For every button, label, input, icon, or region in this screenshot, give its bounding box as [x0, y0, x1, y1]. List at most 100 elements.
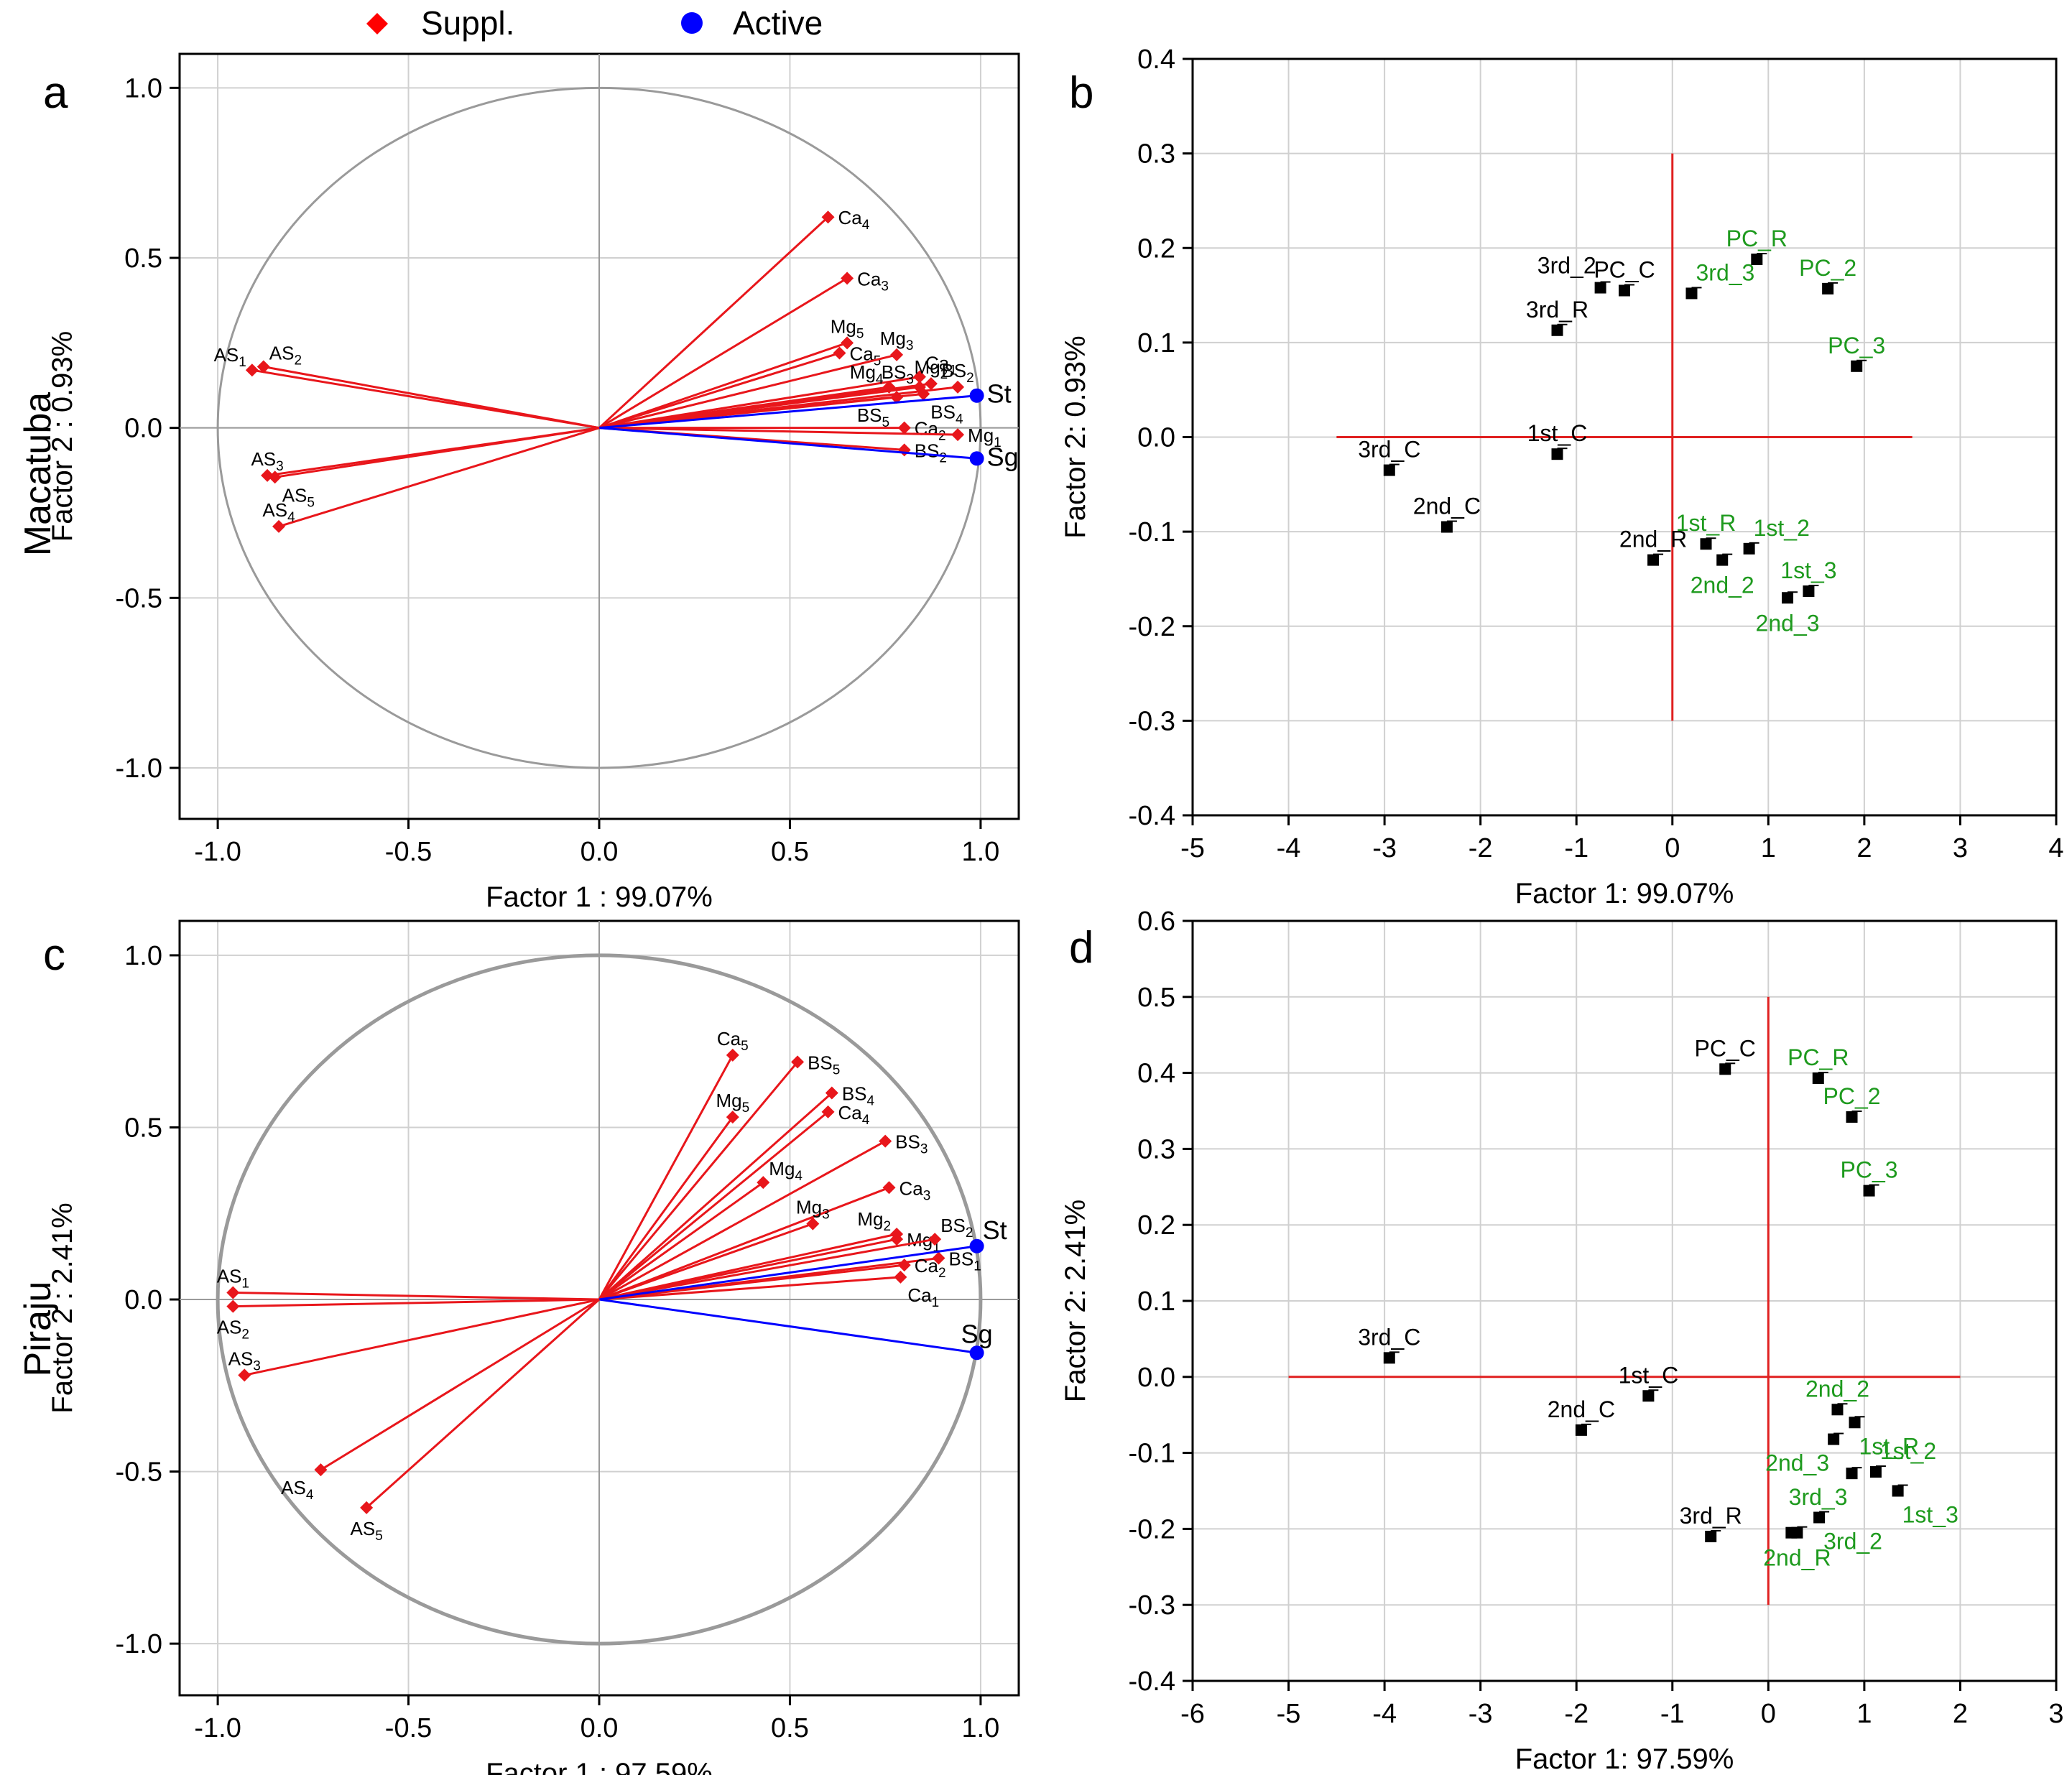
point-label-3rd_2: 3rd_2 — [1537, 253, 1596, 279]
x-tick-label: -1.0 — [194, 1713, 241, 1743]
vector-line-Mg5 — [598, 341, 848, 430]
unit-circle — [216, 86, 982, 769]
vector-point-Ca3 — [841, 272, 854, 285]
vector-label-Mg1: Mg1 — [968, 425, 1002, 450]
vector-line-BS5 — [598, 1061, 799, 1300]
y-tick-label: 0.0 — [124, 414, 162, 444]
point-PC_2 — [1846, 1111, 1858, 1123]
vector-point-Mg5 — [841, 336, 854, 350]
vector-point-BS5 — [890, 391, 904, 404]
x-tick-label: -1.0 — [194, 837, 241, 867]
vector-line-AS2 — [233, 1298, 600, 1308]
vector-point-Mg1 — [890, 1233, 904, 1246]
point-3rd_2 — [1813, 1511, 1826, 1524]
x-tick-label: -5 — [1277, 1699, 1301, 1729]
point-label-PC_3: PC_3 — [1841, 1157, 1898, 1183]
vector-line-AS3 — [244, 1298, 600, 1376]
vector-point-BS2 — [928, 1233, 942, 1246]
point-label-1st_R: 1st_R — [1676, 510, 1736, 536]
vector-line-Sg — [598, 427, 977, 460]
vector-label-Ca1: Ca1 — [925, 353, 957, 379]
vector-point-AS2 — [226, 1299, 240, 1313]
y-tick-label: 0.2 — [1137, 233, 1175, 264]
vector-label-BS2: BS2 — [940, 1215, 973, 1241]
vector-line-AS4 — [320, 1298, 600, 1471]
vector-label-BS3: BS3 — [895, 1131, 928, 1157]
x-tick-label: -1 — [1564, 833, 1588, 863]
x-tick-label: -4 — [1372, 1699, 1397, 1729]
vector-line-Ca3 — [598, 1186, 890, 1301]
y-tick-label: -0.1 — [1129, 517, 1175, 547]
point-label-2nd_3: 2nd_3 — [1765, 1450, 1829, 1476]
point-3rd_C — [1383, 464, 1395, 476]
panel-b: -5 -4 -3 -2 -1 0 1 2 3 4 -0.4 -0.3 -0.2 -0.1 0.0 0.1 0.2… — [1060, 45, 2064, 909]
vector-label-Mg2: Mg2 — [915, 356, 948, 382]
vector-label-St: St — [983, 1215, 1007, 1245]
x-tick-label: 0.5 — [771, 1713, 809, 1743]
point-label-PC_C: PC_C — [1594, 256, 1655, 282]
point-3rd_3 — [1846, 1468, 1858, 1480]
vector-point-AS2 — [256, 360, 270, 374]
y-tick-label: 0.5 — [124, 1113, 162, 1143]
point-1st_C — [1551, 448, 1563, 460]
legend-active-marker — [681, 12, 703, 34]
point-label-PC_2: PC_2 — [1799, 255, 1856, 281]
x-axis-title: Factor 1 : 97.59% — [486, 1758, 713, 1775]
vector-point-Ca4 — [821, 210, 835, 224]
vector-label-Mg5: Mg5 — [716, 1090, 749, 1116]
point-1st_3 — [1892, 1485, 1904, 1497]
vector-point-BS1 — [932, 1251, 945, 1265]
vector-line-AS5 — [366, 1298, 601, 1509]
y-tick-label: 0.2 — [1137, 1210, 1175, 1241]
vector-point-BS2 — [951, 380, 965, 394]
point-label-1st_2: 1st_2 — [1880, 1438, 1936, 1464]
x-tick-label: 1 — [1761, 833, 1776, 863]
point-PC_3 — [1863, 1185, 1875, 1197]
y-tick-label: -0.2 — [1129, 612, 1175, 642]
y-tick-label: -0.3 — [1129, 706, 1175, 736]
x-tick-label: -0.5 — [385, 837, 432, 867]
x-tick-label: -5 — [1180, 833, 1205, 863]
vector-point-BS4 — [917, 387, 930, 401]
vector-line-St — [598, 394, 977, 430]
point-PC_C — [1719, 1063, 1731, 1075]
vector-label-Mg3: Mg3 — [880, 328, 914, 353]
point-2nd_C — [1575, 1424, 1587, 1436]
point-label-2nd_C: 2nd_C — [1548, 1396, 1615, 1422]
vector-label-Ca4: Ca4 — [838, 1102, 870, 1128]
vector-label-Mg4: Mg4 — [769, 1158, 803, 1184]
y-tick-label: 0.5 — [1137, 983, 1175, 1013]
vector-label-BS4: BS4 — [930, 401, 963, 427]
vector-point-BS5 — [791, 1055, 805, 1069]
panel-c: -1.0 -0.5 0.0 0.5 1.0 -1.0 -0.5 0.0 0.5 1.0 Factor… — [17, 919, 1020, 1775]
point-label-3rd_R: 3rd_R — [1526, 297, 1588, 323]
point-label-2nd_2: 2nd_2 — [1691, 573, 1754, 598]
x-tick-label: -2 — [1469, 833, 1493, 863]
x-axis-title: Factor 1: 99.07% — [1515, 878, 1734, 909]
point-1st_R — [1700, 538, 1712, 550]
point-PC_R — [1751, 254, 1763, 266]
y-tick-label: -0.4 — [1129, 1667, 1175, 1697]
y-axis-title: Factor 2 : 2.41% — [47, 1202, 78, 1413]
point-label-3rd_R: 3rd_R — [1680, 1503, 1742, 1529]
vector-point-Sg — [969, 451, 984, 466]
panel-label-b: b — [1069, 68, 1093, 118]
vector-line-AS1 — [233, 1291, 600, 1301]
vector-label-Ca1: Ca1 — [907, 1284, 939, 1310]
unit-circle — [216, 953, 983, 1646]
x-tick-label: 4 — [2048, 833, 2063, 863]
vector-line-Ca5 — [598, 1055, 734, 1300]
vector-label-AS4: AS4 — [262, 499, 295, 525]
vector-point-St — [969, 388, 984, 403]
y-tick-label: 1.0 — [124, 73, 162, 103]
vector-line-Mg5 — [598, 1116, 734, 1300]
x-tick-label: 0.0 — [581, 837, 619, 867]
point-3rd_3 — [1685, 287, 1698, 300]
x-tick-label: 0 — [1761, 1699, 1776, 1729]
vector-point-BS3 — [879, 1134, 892, 1148]
vector-label-BS1: BS1 — [949, 1248, 981, 1274]
point-label-1st_C: 1st_C — [1619, 1362, 1679, 1388]
point-label-3rd_2: 3rd_2 — [1823, 1529, 1882, 1554]
